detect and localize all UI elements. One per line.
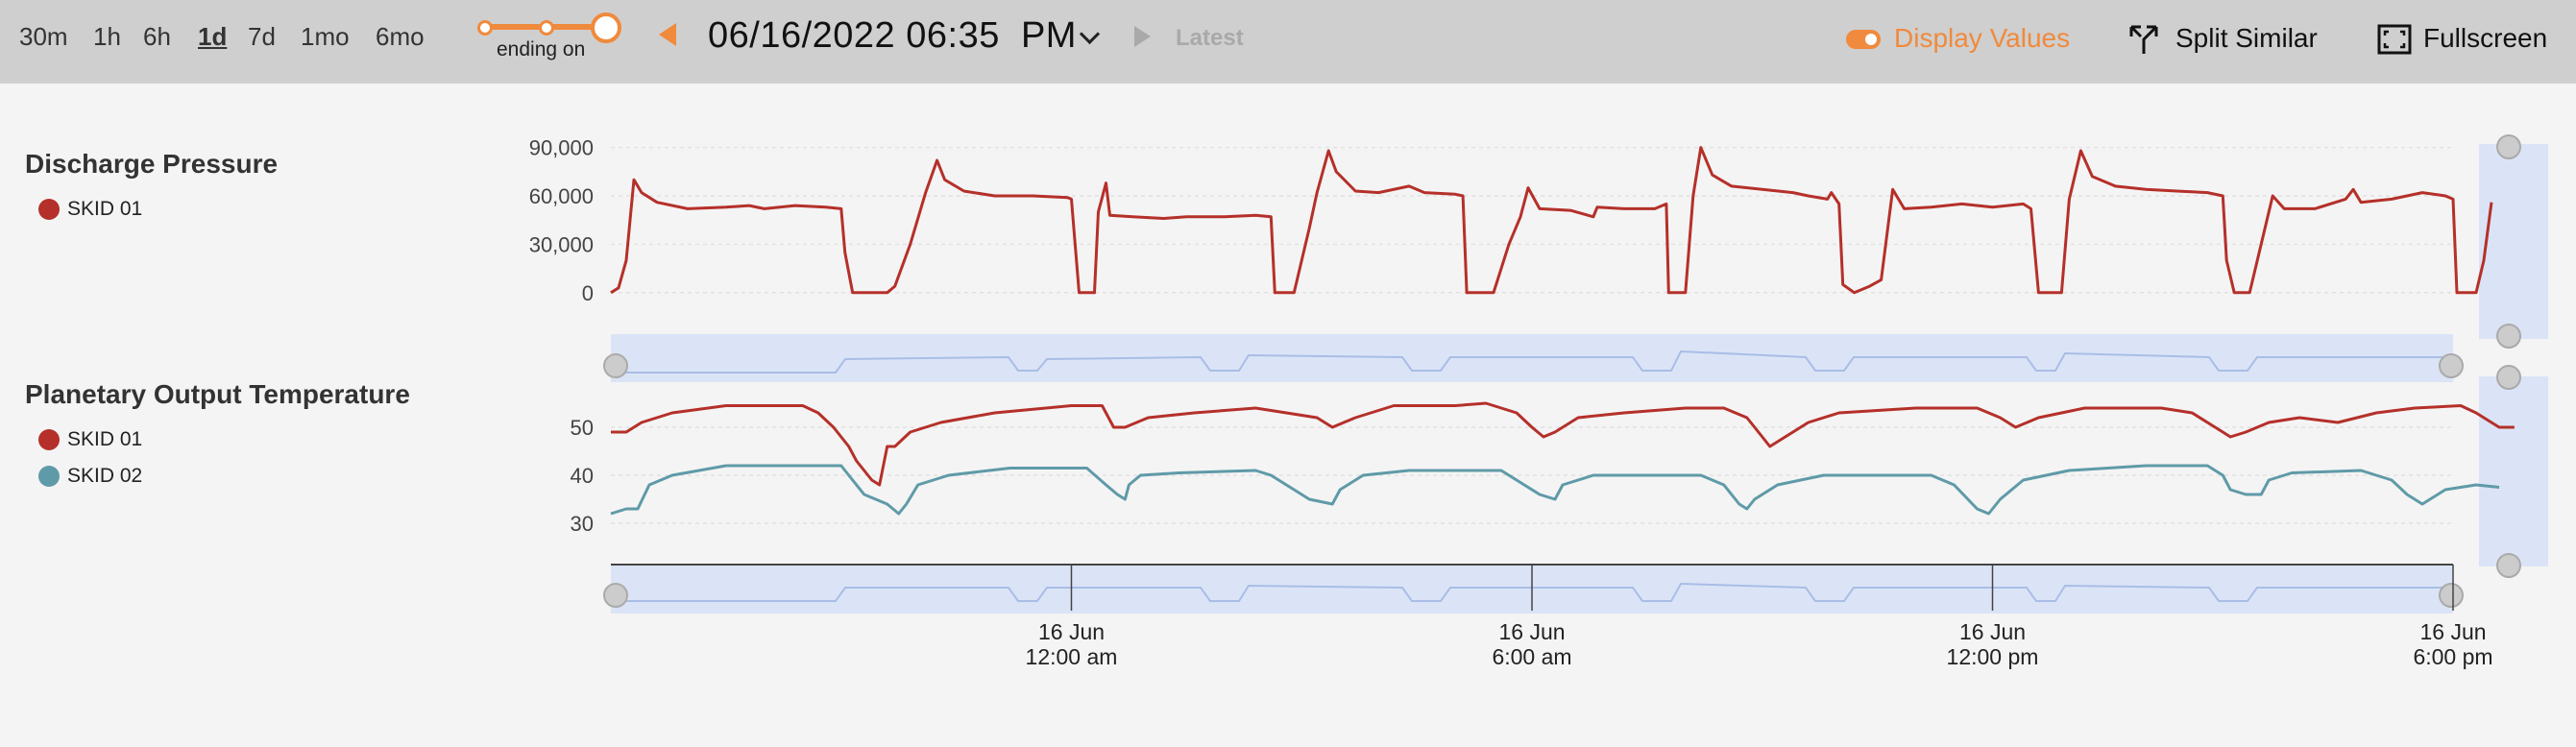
y-tick-label: 90,000: [529, 136, 594, 160]
x-tick-label-time: 12:00 pm: [1947, 644, 2039, 669]
y-handle-top[interactable]: [2496, 134, 2521, 159]
navigator-handle-left[interactable]: [603, 353, 628, 378]
range-button-30m[interactable]: 30m: [19, 22, 68, 51]
y-tick-label: 40: [571, 464, 594, 488]
y-tick-label: 60,000: [529, 184, 594, 208]
y-navigator-1[interactable]: [2479, 144, 2548, 339]
x-tick-label-time: 12:00 am: [1026, 644, 1118, 669]
y-tick-label: 0: [582, 281, 594, 305]
legend-label: SKID 01: [67, 428, 143, 450]
x-tick-label-time: 6:00 am: [1492, 644, 1571, 669]
y-tick-label: 50: [571, 416, 594, 440]
navigator-handle-right[interactable]: [2439, 583, 2464, 608]
fullscreen-icon[interactable]: [2377, 24, 2412, 55]
legend-marker-icon: [38, 429, 60, 450]
y-tick-label: 30,000: [529, 232, 594, 256]
toggle-icon[interactable]: [1846, 30, 1881, 49]
slider-dot[interactable]: [477, 20, 493, 36]
range-button-7d[interactable]: 7d: [248, 22, 276, 51]
chart-title: Discharge Pressure: [25, 149, 279, 179]
series-line-skid-01[interactable]: [611, 401, 2515, 487]
split-icon[interactable]: [2127, 23, 2160, 56]
y-handle-top[interactable]: [2496, 365, 2521, 390]
y-handle-bottom[interactable]: [2496, 324, 2521, 349]
display-values-button[interactable]: Display Values: [1894, 23, 2071, 53]
datetime-selector[interactable]: 06/16/2022 06:35 PM: [708, 15, 1077, 56]
chart-title: Planetary Output Temperature: [25, 379, 410, 409]
toolbar: 30m 1h 6h 1d 7d 1mo 6mo ending on 06/16/…: [0, 0, 2576, 84]
legend-marker-icon: [38, 199, 60, 220]
slider-knob[interactable]: [591, 12, 621, 43]
range-button-6mo[interactable]: 6mo: [376, 22, 425, 51]
navigator-preview-line: [611, 582, 2453, 602]
x-tick-label-date: 16 Jun: [2419, 619, 2486, 644]
x-tick-label-date: 16 Jun: [1498, 619, 1565, 644]
legend-label: SKID 02: [67, 465, 143, 487]
navigator-preview-line: [611, 349, 2453, 374]
legend-label: SKID 01: [67, 198, 143, 220]
caret-left-icon[interactable]: [659, 23, 676, 46]
range-button-1d[interactable]: 1d: [198, 22, 228, 51]
slider-dot[interactable]: [539, 20, 554, 36]
range-button-1mo[interactable]: 1mo: [301, 22, 350, 51]
y-handle-bottom[interactable]: [2496, 553, 2521, 578]
range-button-1h[interactable]: 1h: [93, 22, 121, 51]
latest-button: Latest: [1176, 25, 1244, 51]
series-line-skid-01[interactable]: [610, 146, 2493, 295]
x-tick-label-time: 6:00 pm: [2413, 644, 2492, 669]
y-tick-label: 30: [571, 512, 594, 536]
fullscreen-button[interactable]: Fullscreen: [2423, 23, 2548, 53]
legend-marker-icon: [38, 466, 60, 487]
x-tick-label-date: 16 Jun: [1959, 619, 2026, 644]
y-navigator-2[interactable]: [2479, 376, 2548, 566]
ending-label: ending on: [497, 38, 586, 60]
range-button-6h[interactable]: 6h: [143, 22, 171, 51]
navigator-handle-left[interactable]: [603, 583, 628, 608]
split-similar-button[interactable]: Split Similar: [2175, 23, 2318, 53]
caret-right-icon: [1134, 26, 1151, 47]
x-tick-label-date: 16 Jun: [1038, 619, 1105, 644]
series-line-skid-02[interactable]: [610, 464, 2500, 516]
navigator-handle-right[interactable]: [2439, 353, 2464, 378]
